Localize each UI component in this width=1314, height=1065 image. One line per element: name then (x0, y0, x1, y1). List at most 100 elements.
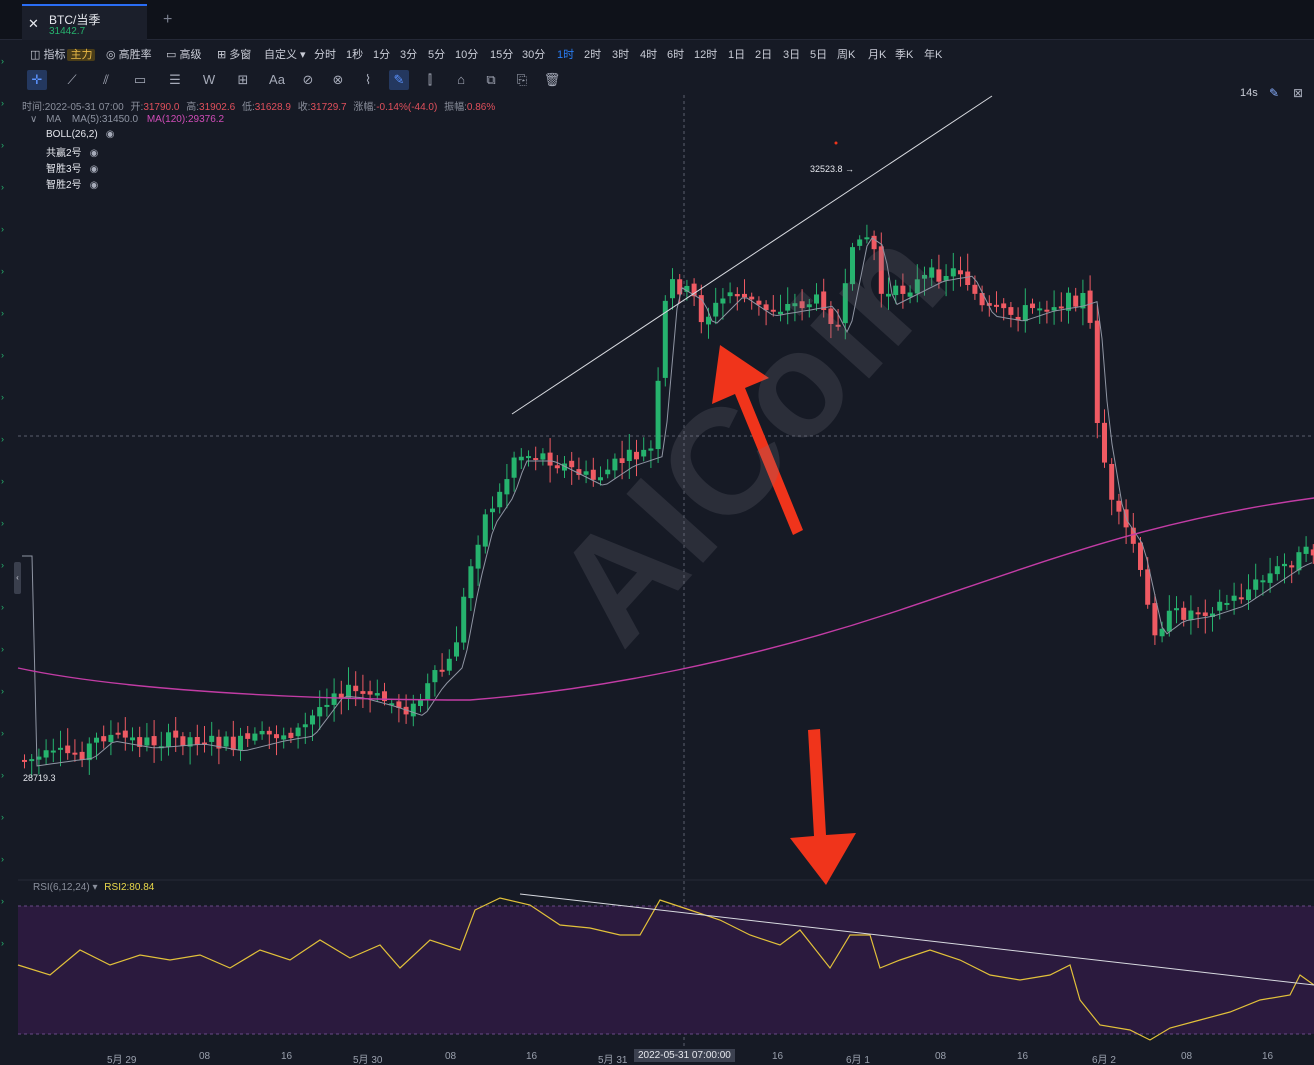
candle-body (418, 699, 423, 707)
candle-body (1080, 292, 1086, 309)
timeframe-3[interactable]: 3分 (400, 49, 418, 61)
sidebar-expand-handle[interactable]: ‹ (14, 562, 21, 594)
lock-icon[interactable]: ⌂ (457, 72, 465, 87)
timeframe-5[interactable]: 10分 (455, 49, 479, 61)
magnet-icon[interactable]: ⊘ (302, 72, 314, 87)
timeframe-17[interactable]: 5日 (810, 49, 828, 61)
eye-icon[interactable]: ◉ (89, 180, 99, 191)
timeframe-9[interactable]: 2时 (584, 49, 602, 61)
candle-body (619, 458, 625, 463)
scale-tick-icon: › (1, 56, 4, 66)
highlight-pen-icon[interactable]: ✎ (389, 70, 409, 90)
indicators-button[interactable]: ◫ 指标 主力 (30, 46, 96, 62)
candle-body (281, 735, 287, 740)
timeframe-10[interactable]: 3时 (612, 49, 630, 61)
scale-tick-icon: › (1, 812, 4, 822)
wave-icon[interactable]: W (202, 72, 216, 87)
timeframe-20[interactable]: 季K (895, 49, 914, 61)
candle-body (1102, 422, 1107, 463)
indicator-zhisheng3[interactable]: 智胜3号 ◉ (46, 160, 98, 175)
eye-icon[interactable]: ◉ (89, 164, 99, 175)
collapse-icon[interactable]: ∨ (30, 114, 38, 125)
candle-body (835, 324, 841, 327)
candle-body (439, 669, 445, 672)
candle-body (511, 457, 517, 478)
text-tool-icon[interactable]: Aa (269, 72, 285, 87)
candle-body (468, 566, 474, 599)
timeframe-12[interactable]: 6时 (667, 49, 685, 61)
multi-window-button[interactable]: ⊞ 多窗 (217, 49, 252, 61)
crosshair-icon[interactable]: ✛ (27, 70, 47, 90)
fib-icon[interactable]: ☰ (169, 72, 181, 87)
scale-tick-icon: › (1, 560, 4, 570)
timeframe-11[interactable]: 4时 (640, 49, 658, 61)
timeframe-8[interactable]: 1时 (557, 49, 575, 61)
candle-body (1044, 309, 1050, 312)
eye-icon[interactable]: ◉ (105, 129, 115, 140)
candle-body (1159, 628, 1165, 637)
measure-icon[interactable]: ⊞ (237, 72, 249, 87)
tab-title: BTC/当季 (49, 13, 101, 27)
candle-body (238, 735, 243, 751)
indicator-zhisheng2[interactable]: 智胜2号 ◉ (46, 176, 98, 191)
trash-icon[interactable]: 🗑 (543, 72, 561, 87)
eye-icon[interactable]: ◉ (89, 148, 99, 159)
candle-body (936, 269, 942, 282)
timeframe-13[interactable]: 12时 (694, 49, 718, 61)
candle-body (1073, 295, 1079, 307)
line-tool-icon[interactable]: ⟋ (67, 72, 77, 87)
candle-body (58, 747, 63, 750)
change-label: 涨幅: (353, 102, 377, 113)
timeframe-18[interactable]: 周K (837, 49, 856, 61)
copy-icon[interactable]: ⧉ (486, 72, 496, 87)
indicator-label: 智胜3号 (46, 164, 82, 175)
timeframe-4[interactable]: 5分 (428, 49, 446, 61)
candle-body (958, 270, 963, 275)
layout-icon[interactable]: ⊠ (1293, 86, 1304, 100)
candle-body (252, 733, 258, 741)
down-arrow-annotation (790, 729, 856, 885)
win-rate-button[interactable]: ◎ 高胜率 (106, 49, 152, 61)
eraser-icon[interactable]: ⊗ (332, 72, 344, 87)
candle-body (22, 759, 27, 762)
timeframe-6[interactable]: 15分 (490, 49, 514, 61)
tab-btc-quarter[interactable]: ✕ BTC/当季 31442.7 (22, 4, 147, 40)
candle-body (475, 544, 481, 569)
candle-body (1224, 602, 1230, 605)
scale-tick-icon: › (1, 644, 4, 654)
candles-icon[interactable]: ⫿ (427, 72, 433, 87)
candle-body (130, 737, 135, 741)
close-icon[interactable]: ✕ (28, 16, 39, 31)
candle-body (29, 759, 35, 762)
timeframe-7[interactable]: 30分 (522, 49, 546, 61)
custom-dropdown[interactable]: 自定义 ▾ (264, 49, 306, 61)
candle-body (756, 300, 762, 305)
timeframe-15[interactable]: 2日 (755, 49, 773, 61)
ma-name[interactable]: MA (46, 114, 62, 125)
pen-icon[interactable]: ✎ (1269, 86, 1280, 100)
parallel-line-icon[interactable]: ⫽ (103, 72, 109, 87)
add-tab-button[interactable]: + (163, 11, 173, 28)
candle-body (655, 380, 661, 450)
scale-tick-icon: › (1, 602, 4, 612)
rsi-value: RSI2:80.84 (104, 882, 155, 893)
scale-tick-icon: › (1, 392, 4, 402)
timeframe-0[interactable]: 分时 (314, 49, 336, 61)
advanced-button[interactable]: ▭ 高级 (166, 49, 202, 61)
timeframe-21[interactable]: 年K (924, 49, 943, 61)
rectangle-icon[interactable]: ▭ (133, 72, 147, 87)
timeframe-1[interactable]: 1秒 (346, 49, 364, 61)
dropdown-icon[interactable]: ▾ (92, 882, 98, 893)
indicator-boll[interactable]: BOLL(26,2) ◉ (46, 129, 114, 140)
rsi-name[interactable]: RSI(6,12,24) (33, 882, 90, 893)
indicator-gongying2[interactable]: 共赢2号 ◉ (46, 144, 98, 159)
timeframe-2[interactable]: 1分 (373, 49, 391, 61)
timeframe-14[interactable]: 1日 (728, 49, 746, 61)
edit-icon[interactable]: ⎘ (516, 72, 528, 87)
timeframe-19[interactable]: 月K (868, 49, 887, 61)
candle-body (533, 458, 539, 461)
close-value: 31729.7 (310, 102, 347, 113)
ruler-icon[interactable]: ⌇ (364, 72, 372, 87)
timeframe-16[interactable]: 3日 (783, 49, 801, 61)
